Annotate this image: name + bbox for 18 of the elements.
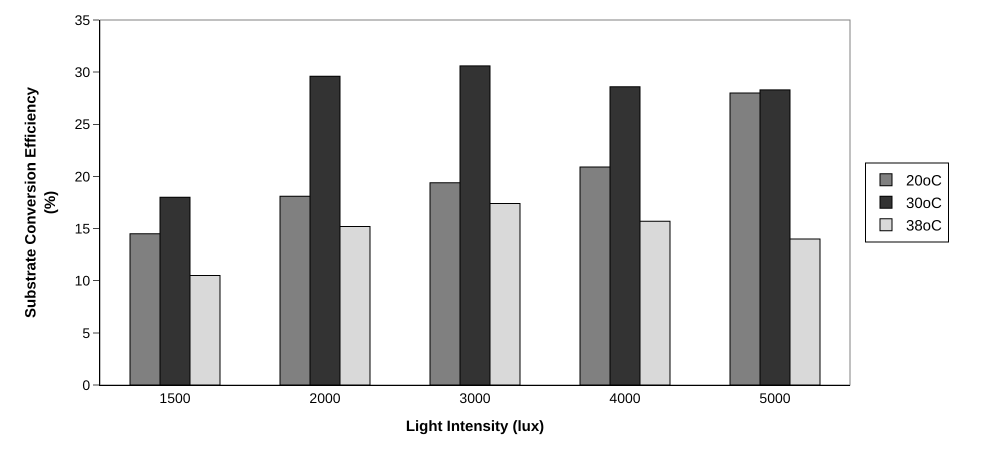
x-tick-label: 3000 <box>459 390 491 406</box>
legend-label: 38oC <box>906 218 942 235</box>
x-axis-title: Light Intensity (lux) <box>406 418 544 435</box>
y-tick-label: 30 <box>74 64 90 80</box>
y-axis-title: Substrate Conversion Efficiency (%) <box>22 86 59 318</box>
y-tick-label: 0 <box>82 376 90 393</box>
legend-label: 30oC <box>906 195 942 212</box>
x-tick-label: 4000 <box>609 390 641 406</box>
x-tick-label: 2000 <box>309 390 341 406</box>
y-tick-label: 10 <box>74 272 90 289</box>
y-tick-label: 20 <box>74 168 90 184</box>
x-tick-label: 1500 <box>159 390 191 406</box>
y-tick-label: 35 <box>74 12 90 28</box>
x-tick-label: 5000 <box>759 390 791 406</box>
y-tick-label: 15 <box>74 220 90 236</box>
y-tick-label: 25 <box>74 116 90 132</box>
legend-label: 20oC <box>906 172 942 190</box>
y-tick-label: 5 <box>82 324 90 341</box>
